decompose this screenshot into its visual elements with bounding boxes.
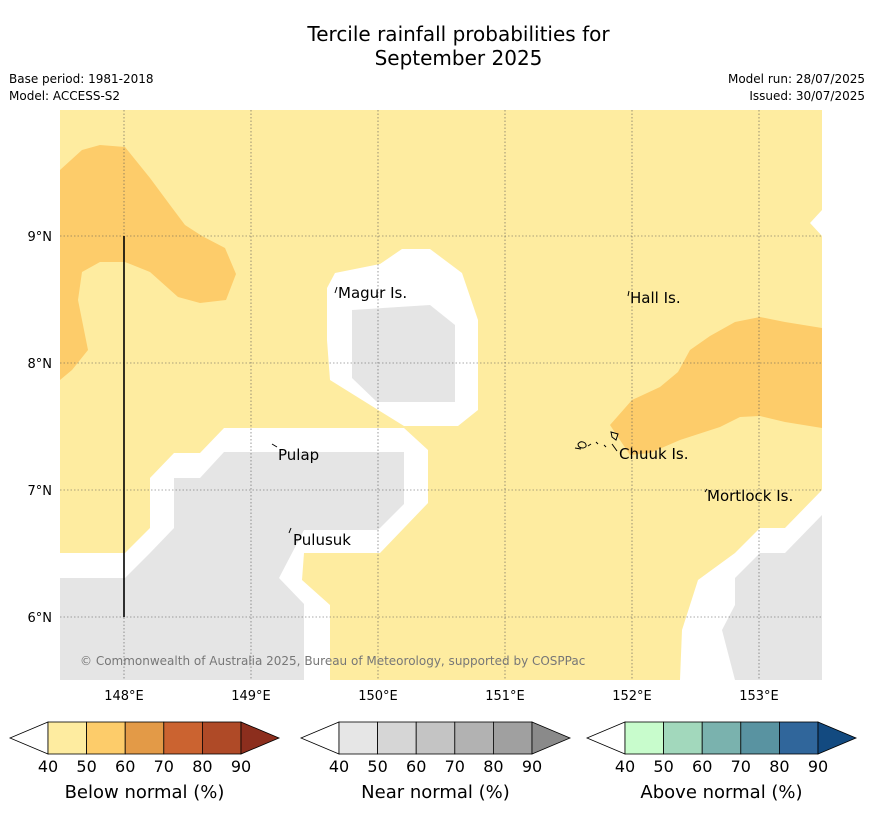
colorbar-segment [415,721,456,755]
lat-label-8n: 8°N [28,357,53,372]
base-period-text: Base period: 1981-2018 [9,72,154,86]
colorbar-extend-low [8,721,49,755]
colorbar-tick-label: 50 [76,757,96,776]
colorbar-tick-label: 80 [769,757,789,776]
island-markers [271,286,708,534]
map-fields [60,110,822,680]
colorbar-tick-label: 70 [445,757,465,776]
lon-labels: 148°E 149°E 150°E 151°E 152°E 153°E [104,689,779,704]
colorbar-near-normal: 40 50 60 70 80 90 Near normal (%) [299,721,572,803]
map-title: Tercile rainfall probabilities for Septe… [0,22,873,70]
field-below-50-60-north-west [60,145,236,380]
colorbar-tick-label: 80 [483,757,503,776]
colorbar-tick-label: 40 [38,757,58,776]
title-line-2: September 2025 [374,46,543,70]
colorbar-tick-label: 50 [367,757,387,776]
colorbar-extend-high [531,721,572,755]
colorbar-tick-label: 40 [329,757,349,776]
colorbar-tick-label: 90 [522,757,542,776]
colorbar-segment [454,721,494,755]
colorbar-segment [779,721,819,755]
copyright-text: © Commonwealth of Australia 2025, Bureau… [80,654,585,668]
colorbar-title: Above normal (%) [640,782,802,803]
colorbar-tick-label: 90 [231,757,251,776]
colorbar-tick-label: 60 [406,757,426,776]
gap-right-edge [810,210,822,236]
island-pulusuk [288,527,292,534]
field-near-south-east [722,515,822,680]
island-chuuk [574,431,619,452]
colorbar-extend-low [299,721,340,755]
colorbar-segment [124,721,165,755]
lon-label-148e: 148°E [104,689,144,704]
field-below-50-60-east [610,317,822,455]
colorbar-segment [624,721,664,755]
lat-label-9n: 9°N [28,230,53,245]
lat-label-7n: 7°N [28,484,53,499]
graticule [60,110,822,680]
colorbar-tick-label: 70 [731,757,751,776]
colorbar-tick-label: 80 [192,757,212,776]
lon-label-152e: 152°E [612,689,652,704]
colorbar-segment [47,721,87,755]
label-pulap: Pulap [278,446,319,464]
colorbar-segment [740,721,780,755]
colorbar-segment [663,721,703,755]
colorbar-segment [163,721,203,755]
colorbar-tick-label: 70 [154,757,174,776]
island-mortlock [704,488,708,493]
colorbar-tick-label: 40 [615,757,635,776]
lon-label-149e: 149°E [231,689,271,704]
title-line-1: Tercile rainfall probabilities for [307,22,610,46]
issued-text: Issued: 30/07/2025 [749,89,865,103]
label-mortlock: Mortlock Is. [707,487,793,505]
meta-left: Base period: 1981-2018 Model: ACCESS-S2 [9,71,154,105]
lat-label-6n: 6°N [28,611,53,626]
field-near-south-west [60,452,404,680]
meta-right: Model run: 28/07/2025 Issued: 30/07/2025 [728,71,865,105]
model-run-text: Model run: 28/07/2025 [727,72,865,86]
label-pulusuk: Pulusuk [293,531,351,549]
colorbar-segment [201,721,242,755]
field-near-center-north [352,305,455,402]
colorbar-title: Below normal (%) [65,782,225,803]
lon-label-153e: 153°E [739,689,779,704]
colorbar-extend-high [240,721,281,755]
colorbar-segment [701,721,742,755]
model-text: Model: ACCESS-S2 [9,89,121,103]
colorbar-tick-label: 60 [692,757,712,776]
lon-label-151e: 151°E [485,689,525,704]
lon-label-150e: 150°E [358,689,398,704]
colorbar-segment [377,721,417,755]
colorbar-tick-label: 90 [808,757,828,776]
colorbar-extend-low [585,721,626,755]
colorbar-segment [338,721,378,755]
place-labels: Magur Is. Hall Is. Pulap Chuuk Is. Mortl… [278,284,793,549]
lat-labels: 9°N 8°N 7°N 6°N [28,230,53,626]
colorbar-below-normal: 40 50 60 70 80 90 Below normal (%) [8,721,281,803]
label-hall: Hall Is. [630,289,681,307]
island-magur [334,286,338,294]
colorbar-extend-high [817,721,858,755]
label-magur: Magur Is. [338,284,407,302]
island-hall [627,290,630,297]
label-chuuk: Chuuk Is. [619,445,688,463]
colorbar-title: Near normal (%) [361,782,510,803]
island-pulap [271,443,278,448]
colorbar-tick-label: 60 [115,757,135,776]
colorbar-tick-label: 50 [653,757,673,776]
colorbar-segment [86,721,126,755]
colorbar-above-normal: 40 50 60 70 80 90 Above normal (%) [585,721,858,803]
colorbar-segment [492,721,533,755]
